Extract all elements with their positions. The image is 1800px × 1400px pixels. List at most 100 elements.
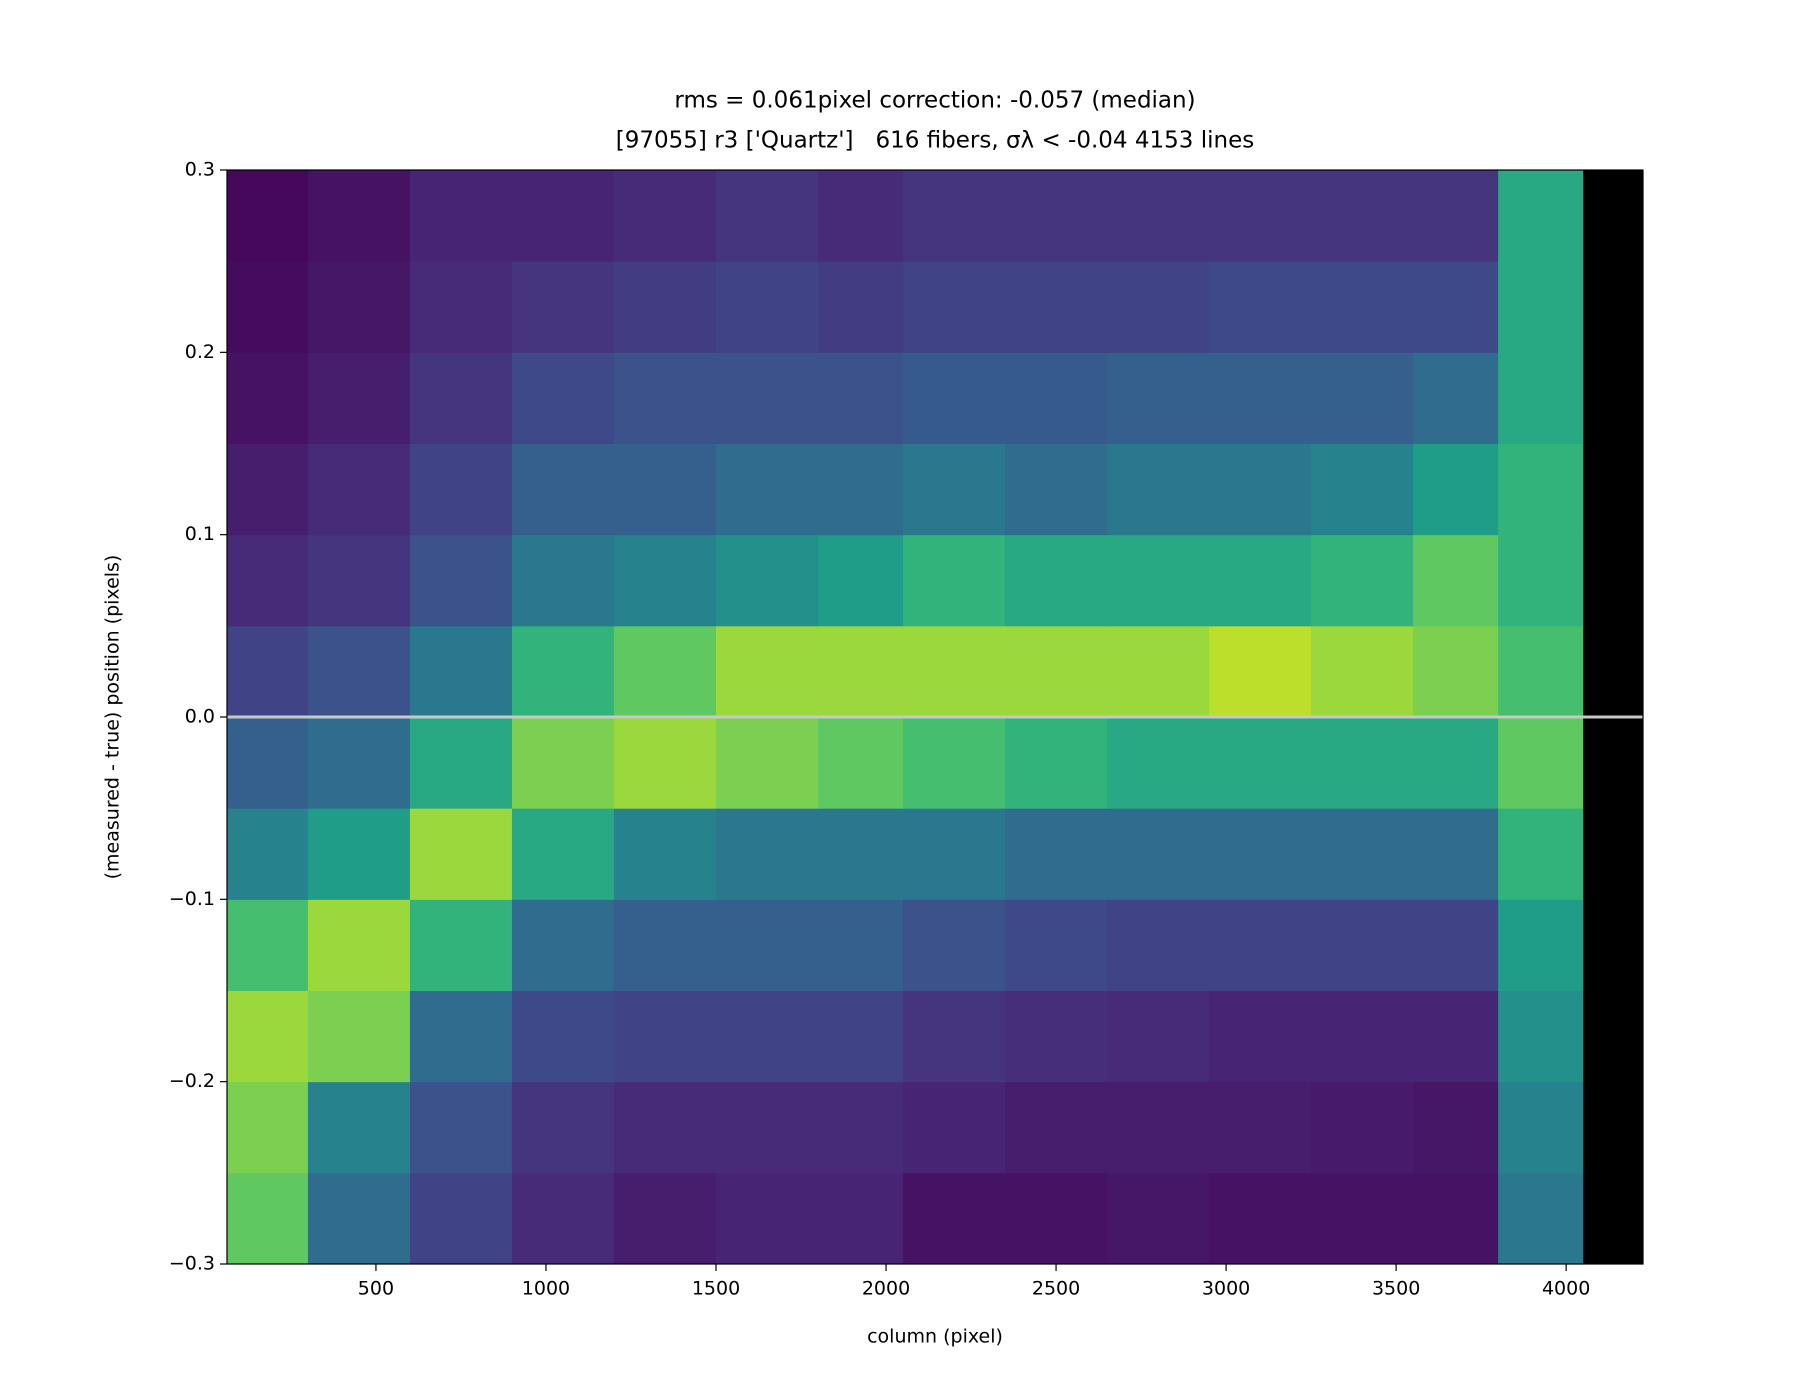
- density-cell: [1005, 625, 1108, 718]
- density-cell: [1209, 534, 1312, 627]
- density-cell: [716, 534, 819, 627]
- density-cell: [409, 1172, 513, 1265]
- density-cell: [1107, 534, 1210, 627]
- density-cell: [1005, 990, 1108, 1083]
- density-cell: [1107, 1172, 1210, 1265]
- y-tick-label: −0.2: [169, 1070, 215, 1092]
- density-cell: [1498, 1172, 1584, 1265]
- density-cell: [1107, 1081, 1210, 1174]
- density-cell: [511, 1081, 615, 1174]
- density-cell: [1498, 990, 1584, 1083]
- density-cell: [1005, 534, 1108, 627]
- density-cell: [716, 717, 819, 809]
- density-cell: [307, 625, 411, 718]
- density-cell: [1107, 717, 1210, 809]
- density-cell: [1583, 1081, 1644, 1174]
- x-tick-label: 2500: [1032, 1278, 1080, 1300]
- density-cell: [1413, 170, 1499, 262]
- density-cell: [1583, 170, 1644, 262]
- density-cell: [903, 534, 1006, 627]
- density-cell: [409, 1081, 513, 1174]
- density-cell: [1498, 534, 1584, 627]
- density-cell: [1498, 899, 1584, 991]
- density-cell: [818, 1081, 904, 1174]
- x-tick-label: 2000: [862, 1278, 910, 1300]
- density-cell: [903, 1081, 1006, 1174]
- density-cell: [511, 534, 615, 627]
- density-cell: [1209, 625, 1312, 718]
- density-cell: [613, 352, 717, 444]
- density-cell: [818, 170, 904, 262]
- density-cell: [613, 625, 717, 718]
- density-cell: [1311, 261, 1414, 353]
- x-axis-label: column (pixel): [867, 1326, 1003, 1348]
- density-cell: [1413, 534, 1499, 627]
- density-cell: [1209, 261, 1312, 353]
- density-cell: [1107, 170, 1210, 262]
- density-cell: [227, 1081, 309, 1174]
- density-cell: [1583, 352, 1644, 444]
- density-cell: [227, 717, 309, 809]
- density-cell: [1413, 1081, 1499, 1174]
- density-cell: [1311, 170, 1414, 262]
- density-cell: [1413, 899, 1499, 991]
- density-cell: [1005, 1172, 1108, 1265]
- x-tick-label: 4000: [1542, 1278, 1590, 1300]
- density-cell: [409, 170, 513, 262]
- density-cell: [511, 1172, 615, 1265]
- density-cell: [227, 170, 309, 262]
- density-cell: [818, 534, 904, 627]
- density-cell: [227, 625, 309, 718]
- density-cell: [1413, 808, 1499, 900]
- density-cell: [511, 443, 615, 536]
- density-cell: [227, 261, 309, 353]
- density-cell: [1413, 261, 1499, 353]
- density-cell: [1413, 717, 1499, 809]
- y-tick-label: 0.3: [185, 159, 215, 181]
- density-cell: [409, 899, 513, 991]
- density-cell: [1209, 1081, 1312, 1174]
- density-cell: [613, 899, 717, 991]
- density-cell: [1413, 625, 1499, 718]
- density-cell: [511, 352, 615, 444]
- x-tick-label: 1500: [692, 1278, 740, 1300]
- density-cell: [409, 717, 513, 809]
- density-cell: [1498, 625, 1584, 718]
- x-tick-label: 3500: [1372, 1278, 1420, 1300]
- density-cell: [903, 1172, 1006, 1265]
- density-cell: [1209, 352, 1312, 444]
- density-cell: [307, 534, 411, 627]
- density-cell: [903, 443, 1006, 536]
- density-cell: [1498, 170, 1584, 262]
- density-cell: [1583, 899, 1644, 991]
- density-cell: [818, 1172, 904, 1265]
- density-cell: [818, 352, 904, 444]
- density-cell: [903, 170, 1006, 262]
- density-cell: [1209, 808, 1312, 900]
- density-cell: [227, 1172, 309, 1265]
- density-cell: [818, 443, 904, 536]
- density-cell: [1107, 261, 1210, 353]
- density-cell: [1311, 899, 1414, 991]
- density-cell: [1311, 808, 1414, 900]
- x-tick-label: 1000: [522, 1278, 570, 1300]
- density-cell: [903, 625, 1006, 718]
- density-cell: [1498, 261, 1584, 353]
- density-cell: [1107, 352, 1210, 444]
- density-cell: [409, 261, 513, 353]
- density-cell: [511, 170, 615, 262]
- density-cell: [1413, 1172, 1499, 1265]
- x-tick-label: 3000: [1202, 1278, 1250, 1300]
- density-cell: [409, 808, 513, 900]
- density-cell: [818, 717, 904, 809]
- density-cell: [1005, 261, 1108, 353]
- density-cell: [716, 261, 819, 353]
- density-cell: [1107, 808, 1210, 900]
- density-cell: [1498, 443, 1584, 536]
- density-cell: [511, 625, 615, 718]
- density-cell: [1311, 990, 1414, 1083]
- density-cell: [307, 170, 411, 262]
- density-cell: [511, 717, 615, 809]
- density-cell: [1583, 717, 1644, 809]
- density-cell: [1209, 1172, 1312, 1265]
